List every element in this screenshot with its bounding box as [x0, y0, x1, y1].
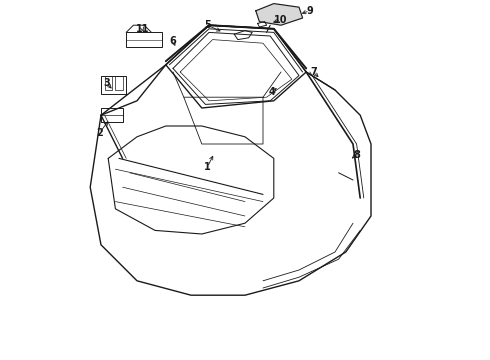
Text: 2: 2 — [96, 128, 102, 138]
Text: 10: 10 — [274, 15, 288, 25]
Bar — [126, 32, 162, 47]
Text: 9: 9 — [306, 6, 313, 16]
Text: 1: 1 — [204, 162, 211, 172]
Bar — [101, 108, 122, 122]
Text: 5: 5 — [204, 20, 211, 30]
Text: 11: 11 — [136, 24, 149, 34]
Text: 3: 3 — [103, 78, 110, 88]
Text: 4: 4 — [269, 87, 275, 97]
Bar — [101, 76, 126, 94]
Bar — [104, 76, 112, 90]
Bar — [116, 76, 122, 90]
Polygon shape — [256, 4, 303, 25]
Text: 7: 7 — [310, 67, 317, 77]
Text: 8: 8 — [353, 150, 360, 160]
Text: 6: 6 — [170, 36, 176, 46]
